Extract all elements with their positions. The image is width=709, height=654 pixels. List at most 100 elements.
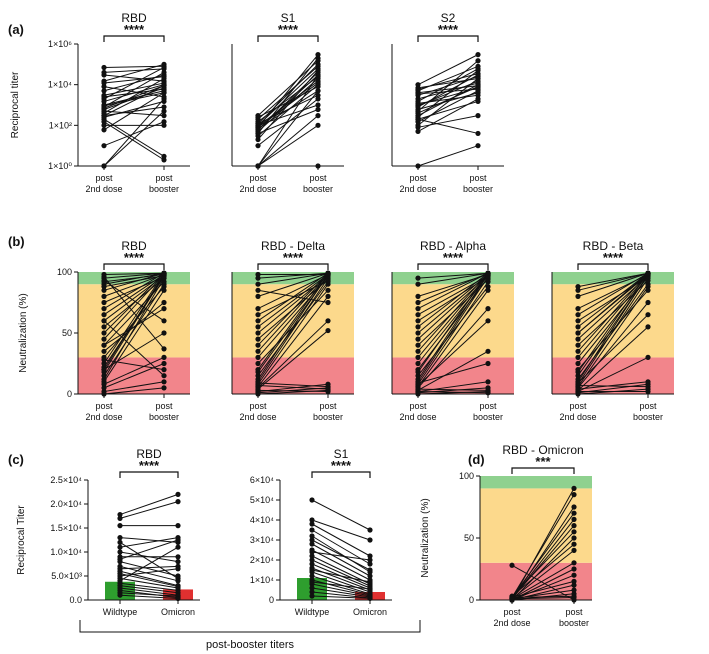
pair-line — [311, 587, 371, 598]
pair-line — [417, 272, 489, 285]
data-point — [309, 593, 315, 599]
pair-line — [417, 92, 479, 110]
pair-line — [257, 74, 319, 131]
chart-title: RBD — [121, 239, 147, 253]
pair-line — [257, 60, 319, 117]
data-point — [255, 318, 261, 324]
x-tick-label: post — [639, 401, 657, 411]
data-point — [367, 537, 373, 543]
pair-line — [257, 277, 329, 383]
data-point — [325, 270, 331, 276]
x-tick-label: booster — [473, 412, 503, 422]
x-tick-label: Wildtype — [295, 607, 330, 617]
significance-bracket — [311, 471, 371, 478]
data-point — [325, 287, 331, 293]
pair-line — [257, 276, 329, 358]
pair-line — [417, 276, 489, 322]
data-point — [575, 367, 581, 373]
pair-line — [577, 275, 649, 340]
pair-line — [511, 488, 575, 601]
data-point — [575, 330, 581, 336]
pair-line — [311, 579, 371, 596]
data-point — [255, 354, 261, 360]
pair-line — [257, 280, 329, 316]
x-tick-label: post — [569, 401, 587, 411]
y-tick-label: 50 — [62, 328, 72, 338]
data-point — [415, 96, 421, 102]
bracket-line — [79, 620, 421, 633]
data-point — [575, 373, 581, 379]
y-tick-label: 50 — [464, 533, 474, 543]
pair-line — [257, 272, 329, 285]
pair-line — [311, 591, 371, 599]
data-point — [309, 517, 315, 523]
pair-line — [119, 573, 179, 588]
x-tick-label: Omicron — [353, 607, 387, 617]
data-point — [325, 299, 331, 306]
data-point — [161, 367, 167, 373]
pair-line — [257, 330, 329, 390]
data-point — [415, 380, 421, 386]
data-point — [161, 299, 167, 306]
data-point — [367, 527, 373, 533]
pair-line — [417, 115, 479, 128]
data-point — [161, 119, 167, 125]
data-point — [315, 106, 321, 113]
x-tick-label: post — [409, 173, 427, 183]
pair-line — [511, 562, 575, 600]
data-point — [571, 594, 577, 601]
data-point — [575, 348, 581, 354]
data-point — [101, 367, 107, 373]
pair-line — [311, 519, 371, 541]
data-point — [415, 367, 421, 373]
data-point — [475, 113, 481, 119]
pair-line — [577, 272, 649, 334]
x-tick-label: post — [155, 401, 173, 411]
y-tick-label: 1.0×10⁴ — [50, 547, 82, 557]
plot-c-rbd: 0.0 5.0×10³ 1.0×10⁴ 1.5×10⁴ 2.0×10⁴ 2.5×10⁴ Re… — [16, 447, 200, 617]
data-point — [161, 153, 167, 159]
data-point — [309, 589, 315, 595]
data-point — [485, 306, 491, 312]
data-point — [161, 82, 167, 89]
pair-line — [103, 381, 165, 393]
data-point — [309, 579, 315, 585]
x-tick-label: booster — [303, 184, 333, 194]
pair-line — [103, 286, 165, 358]
x-tick-label: booster — [463, 184, 493, 194]
pair-line — [417, 94, 479, 104]
x-tick-label: post — [249, 401, 267, 411]
data-point — [315, 80, 321, 86]
pair-line — [577, 314, 649, 384]
data-point — [175, 575, 181, 582]
pair-line — [311, 539, 371, 571]
pair-line — [257, 389, 329, 393]
x-tick-label: post — [409, 401, 427, 411]
significance-bracket — [103, 35, 165, 42]
pair-line — [511, 512, 575, 598]
pair-line — [119, 546, 179, 582]
pair-line — [103, 71, 165, 108]
data-point — [475, 52, 481, 58]
data-point — [415, 86, 421, 92]
pair-line — [257, 272, 329, 279]
x-tick-label: 2nd dose — [239, 184, 276, 194]
x-tick-label: post — [95, 401, 113, 411]
data-point — [571, 587, 577, 593]
pair-line — [103, 121, 165, 161]
data-point — [161, 122, 167, 128]
significance-stars: **** — [124, 250, 145, 265]
data-point — [485, 270, 491, 276]
significance-bracket — [257, 263, 329, 270]
data-point — [101, 127, 107, 133]
pair-line — [417, 274, 489, 358]
pair-line — [417, 100, 479, 120]
data-point — [575, 318, 581, 324]
band-high — [480, 476, 592, 489]
data-point — [255, 367, 261, 373]
y-axis-title: Neutralization (%) — [18, 293, 29, 372]
data-point — [161, 104, 167, 110]
data-point — [117, 535, 123, 541]
pair-line — [577, 272, 649, 328]
